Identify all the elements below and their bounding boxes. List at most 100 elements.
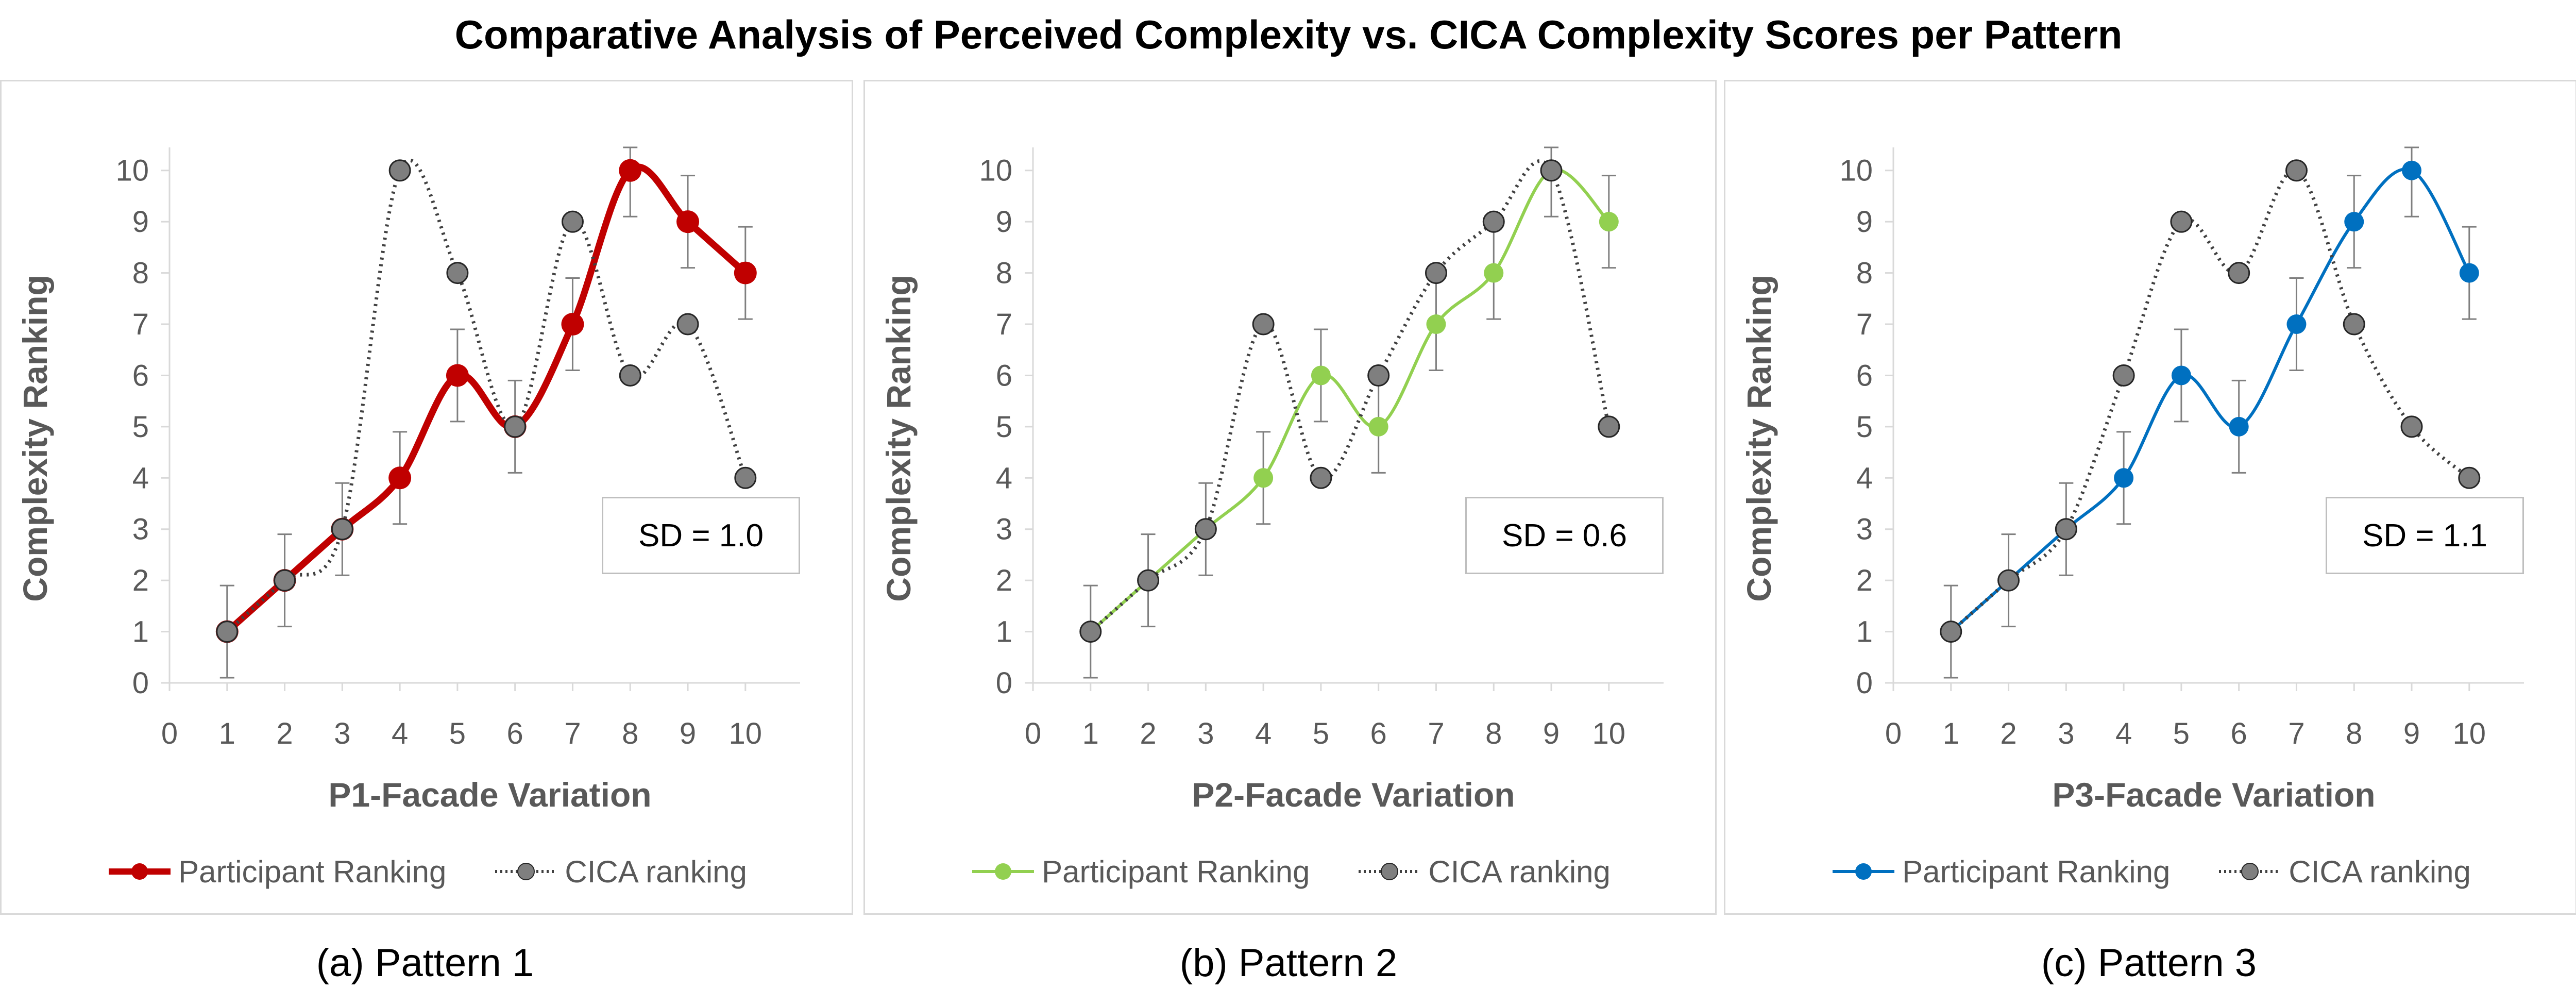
error-bar bbox=[623, 146, 638, 217]
legend-item-cica: CICA ranking bbox=[2216, 854, 2471, 890]
y-tick-label: 10 bbox=[1839, 154, 1873, 188]
legend-participant-label: Participant Ranking bbox=[1902, 854, 2171, 889]
cica-point bbox=[274, 569, 296, 592]
cica-point bbox=[2112, 364, 2135, 387]
plot-area: 0 1 2 3 4 5 6 7 8 9 10 0 1 2 3 4 5 6 7 8 9 10 P3-Facade Variat… bbox=[1740, 146, 2524, 814]
y-axis-title: Complexity Ranking bbox=[879, 275, 918, 601]
participant-point bbox=[2229, 416, 2249, 437]
cica-point bbox=[2228, 262, 2250, 284]
x-tick-label: 8 bbox=[1485, 717, 1502, 750]
y-axis-title: Complexity Ranking bbox=[16, 275, 54, 601]
x-axis-title: P2-Facade Variation bbox=[1192, 776, 1515, 814]
cica-point bbox=[2343, 313, 2365, 336]
x-tick-label: 6 bbox=[507, 717, 523, 750]
participant-point bbox=[1253, 468, 1274, 488]
cica-point bbox=[1079, 621, 1102, 643]
x-axis-title: P3-Facade Variation bbox=[2052, 776, 2375, 814]
y-tick-label: 7 bbox=[1856, 308, 1873, 341]
x-tick-label: 3 bbox=[334, 717, 350, 750]
y-tick-label: 1 bbox=[1856, 615, 1873, 649]
x-tick-label: 2 bbox=[276, 717, 293, 750]
x-tick-label: 1 bbox=[1082, 717, 1099, 750]
x-tick-label: 10 bbox=[729, 717, 762, 750]
x-tick-label: 4 bbox=[1255, 717, 1272, 750]
x-tick-label: 7 bbox=[2288, 717, 2304, 750]
y-tick-label: 3 bbox=[132, 513, 149, 546]
legend-item-participant: Participant Ranking bbox=[970, 854, 1310, 890]
cica-point bbox=[1367, 364, 1390, 387]
x-tick-label: 10 bbox=[2453, 717, 2486, 750]
cica-point bbox=[446, 262, 469, 284]
caption-pattern-1: (a) Pattern 1 bbox=[316, 941, 534, 985]
x-tick-label: 9 bbox=[680, 717, 696, 750]
cica-point bbox=[1997, 569, 2020, 592]
x-tick-label: 4 bbox=[2115, 717, 2132, 750]
cica-point bbox=[1137, 569, 1160, 592]
caption-pattern-3: (c) Pattern 3 bbox=[2041, 941, 2257, 985]
x-tick-label: 6 bbox=[1370, 717, 1387, 750]
y-tick-label: 3 bbox=[1856, 513, 1873, 546]
y-tick-label: 4 bbox=[996, 461, 1012, 495]
sd-annotation: SD = 1.1 bbox=[2326, 497, 2524, 574]
y-tick-label: 10 bbox=[115, 154, 149, 188]
x-tick-label: 10 bbox=[1592, 717, 1626, 750]
participant-point bbox=[2402, 160, 2422, 180]
cica-point bbox=[504, 415, 527, 438]
legend-cica-label: CICA ranking bbox=[1428, 854, 1611, 889]
y-tick-label: 6 bbox=[996, 359, 1012, 392]
participant-point bbox=[619, 159, 642, 182]
participant-point bbox=[2171, 365, 2191, 386]
y-tick-label: 6 bbox=[132, 359, 149, 392]
legend-cica-label: CICA ranking bbox=[565, 854, 747, 889]
cica-point bbox=[1540, 159, 1563, 182]
legend: Participant Ranking CICA ranking bbox=[865, 848, 1715, 895]
legend: Participant Ranking CICA ranking bbox=[2, 848, 852, 895]
participant-point bbox=[1599, 212, 1619, 232]
cica-point bbox=[2055, 518, 2077, 541]
y-tick-label: 2 bbox=[1856, 564, 1873, 597]
y-tick-label: 3 bbox=[996, 513, 1012, 546]
legend-participant-line-icon bbox=[972, 863, 1035, 880]
cica-point bbox=[1252, 313, 1275, 336]
cica-point bbox=[216, 621, 239, 643]
cica-point bbox=[388, 159, 411, 182]
caption-pattern-2: (b) Pattern 2 bbox=[1179, 941, 1398, 985]
x-tick-label: 2 bbox=[1140, 717, 1156, 750]
y-tick-label: 10 bbox=[979, 154, 1012, 188]
x-tick-label: 5 bbox=[2173, 717, 2190, 750]
participant-point bbox=[561, 313, 584, 336]
x-tick-label: 5 bbox=[1313, 717, 1329, 750]
x-tick-label: 4 bbox=[392, 717, 408, 750]
x-tick-label: 9 bbox=[2403, 717, 2420, 750]
x-tick-label: 8 bbox=[622, 717, 638, 750]
y-tick-label: 5 bbox=[996, 410, 1012, 444]
plot-area: 0 1 2 3 4 5 6 7 8 9 10 0 1 2 3 4 5 6 7 8 9 10 P1-Facade Variat… bbox=[16, 146, 800, 814]
y-tick-label: 9 bbox=[996, 205, 1012, 239]
legend-participant-label: Participant Ranking bbox=[1042, 854, 1310, 889]
x-axis-title: P1-Facade Variation bbox=[328, 776, 651, 814]
y-tick-label: 8 bbox=[996, 257, 1012, 290]
chart-panel-pattern-2: 0 1 2 3 4 5 6 7 8 9 10 0 1 2 3 4 5 6 7 8 9 10 P2-Facade Variat… bbox=[863, 80, 1717, 915]
y-tick-label: 2 bbox=[996, 564, 1012, 597]
legend-item-cica: CICA ranking bbox=[493, 854, 747, 890]
cica-point bbox=[1482, 210, 1505, 233]
participant-point bbox=[446, 364, 469, 387]
cica-point bbox=[2458, 466, 2481, 489]
x-tick-label: 0 bbox=[161, 717, 178, 750]
y-tick-label: 0 bbox=[1856, 666, 1873, 700]
participant-point bbox=[676, 210, 700, 233]
participant-point bbox=[2459, 263, 2479, 283]
participant-point bbox=[1368, 416, 1388, 437]
x-tick-label: 6 bbox=[2231, 717, 2247, 750]
error-bar bbox=[1544, 146, 1559, 217]
participant-point bbox=[1311, 365, 1331, 386]
series-line-participant bbox=[1950, 167, 2471, 633]
series-line-participant bbox=[1089, 167, 1610, 633]
cica-point bbox=[676, 313, 699, 336]
participant-point bbox=[1484, 263, 1504, 283]
x-tick-label: 0 bbox=[1025, 717, 1041, 750]
cica-point bbox=[619, 364, 641, 387]
cica-point bbox=[1194, 518, 1217, 541]
legend: Participant Ranking CICA ranking bbox=[1725, 848, 2575, 895]
y-tick-label: 9 bbox=[132, 205, 149, 239]
